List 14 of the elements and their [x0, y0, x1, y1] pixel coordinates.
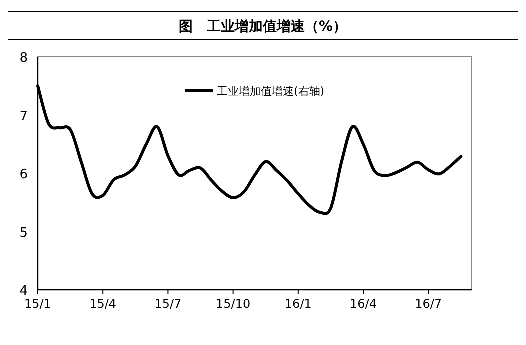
x-tick-label: 16/1	[284, 297, 312, 311]
y-tick-label: 7	[20, 109, 28, 124]
y-tick-label: 6	[20, 168, 28, 182]
y-tick-label: 4	[20, 284, 28, 299]
y-tick-label: 8	[20, 51, 28, 66]
x-tick-label: 16/7	[415, 297, 442, 311]
y-tick-label: 5	[20, 226, 28, 241]
x-tick-label: 15/4	[90, 297, 117, 311]
x-tick-label: 16/4	[350, 297, 377, 311]
x-tick-label: 15/7	[154, 297, 182, 311]
chart-title: 图 工业增加值增速（%）	[178, 19, 348, 35]
x-tick-label: 15/1	[24, 297, 52, 311]
legend-label: 工业增加值增速(右轴)	[217, 85, 325, 98]
x-tick-label: 15/10	[216, 297, 251, 311]
